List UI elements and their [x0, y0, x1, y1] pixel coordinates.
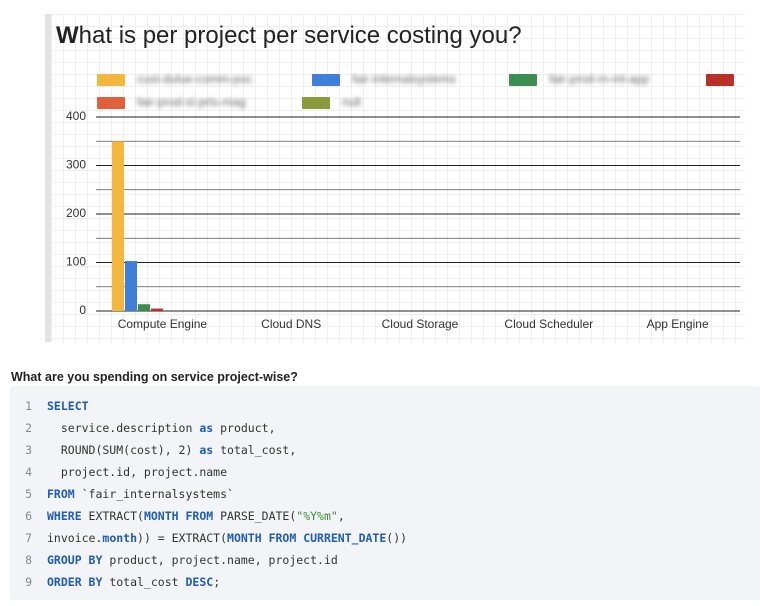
code-token: product, [213, 421, 276, 435]
legend-swatch [97, 74, 125, 86]
code-token: , [337, 509, 345, 523]
x-tick-label: App Engine [647, 317, 709, 331]
chart-panel [45, 14, 745, 342]
code-line: ROUND(SUM(cost), 2) as total_cost, [47, 443, 296, 457]
code-token: project.id, project.name [47, 465, 228, 479]
code-token: SELECT [47, 399, 89, 413]
code-token: month [102, 531, 138, 545]
line-number: 6 [25, 509, 32, 523]
code-line: GROUP BY product, project.name, project.… [47, 553, 338, 567]
x-tick-label: Cloud DNS [261, 317, 321, 331]
line-number: 2 [25, 421, 32, 435]
code-token: )) = EXTRACT( [137, 531, 228, 545]
code-token: as [199, 421, 214, 435]
code-token: MONTH FROM CURRENT_DATE [227, 531, 387, 545]
code-token: as [199, 443, 214, 457]
bar [125, 261, 137, 311]
code-token: product, project.name, project.id [102, 553, 338, 567]
code-token: ROUND(SUM(cost), 2) [47, 443, 200, 457]
code-token: GROUP BY [47, 553, 103, 567]
legend-label: cust-dulue-comm-poc [137, 72, 252, 86]
code-line: invoice.month)) = EXTRACT(MONTH FROM CUR… [47, 531, 407, 545]
y-tick-label: 300 [66, 158, 86, 172]
legend-label: fair-prod-rn-ml-app [549, 72, 649, 86]
line-number: 8 [25, 553, 32, 567]
legend-swatch [706, 74, 734, 86]
code-token: ORDER BY [47, 575, 103, 589]
x-tick-label: Cloud Scheduler [504, 317, 593, 331]
code-token: `fair_internalsystems` [74, 487, 234, 501]
legend-label: null [342, 95, 361, 109]
code-token: invoice. [47, 531, 103, 545]
code-line: service.description as product, [47, 421, 276, 435]
code-line: WHERE EXTRACT(MONTH FROM PARSE_DATE("%Y%… [47, 509, 345, 523]
code-token: total_cost [102, 575, 186, 589]
code-token: "%Y%m" [296, 509, 338, 523]
chart-title: What is per project per service costing … [56, 22, 522, 49]
line-number: 7 [25, 531, 32, 545]
legend-swatch [97, 97, 125, 109]
code-token: MONTH FROM [143, 509, 214, 523]
legend-label: fair-internalsystems [352, 72, 456, 86]
code-token: ()) [386, 531, 408, 545]
line-number: 9 [25, 575, 32, 589]
line-number: 5 [25, 487, 32, 501]
code-line: FROM `fair_internalsystems` [47, 487, 234, 501]
legend-swatch [509, 74, 537, 86]
x-tick-label: Cloud Storage [382, 317, 459, 331]
code-token: WHERE [47, 509, 82, 523]
line-number: 1 [25, 399, 32, 413]
y-tick-label: 0 [79, 303, 86, 317]
chart: 0 100 200 300 400 cust-dulue-comm-poc fair-int… [66, 72, 740, 331]
code-token: DESC [185, 575, 214, 589]
legend-label: fair-prod-sl-prts-mag [137, 95, 246, 109]
section-heading: What are you spending on service project… [11, 370, 298, 384]
y-tick-label: 200 [66, 206, 86, 220]
code-token: ; [213, 575, 221, 589]
code-token: EXTRACT( [81, 509, 144, 523]
code-block: 1 SELECT 2 service.description as product,… [10, 386, 760, 600]
code-line: project.id, project.name [47, 465, 227, 479]
code-line: ORDER BY total_cost DESC; [47, 575, 220, 589]
code-token: PARSE_DATE( [213, 509, 297, 523]
line-number: 3 [25, 443, 32, 457]
y-tick-label: 100 [66, 255, 86, 269]
bar [138, 304, 150, 311]
x-tick-label: Compute Engine [118, 317, 208, 331]
bar [151, 308, 163, 311]
bar [112, 141, 124, 311]
code-line: SELECT [47, 399, 89, 413]
line-number: 4 [25, 465, 32, 479]
y-tick-label: 400 [66, 109, 86, 123]
legend-swatch [312, 74, 340, 86]
code-token: total_cost, [213, 443, 297, 457]
code-token: FROM [47, 487, 75, 501]
legend-swatch [302, 97, 330, 109]
code-token: service.description [47, 421, 200, 435]
